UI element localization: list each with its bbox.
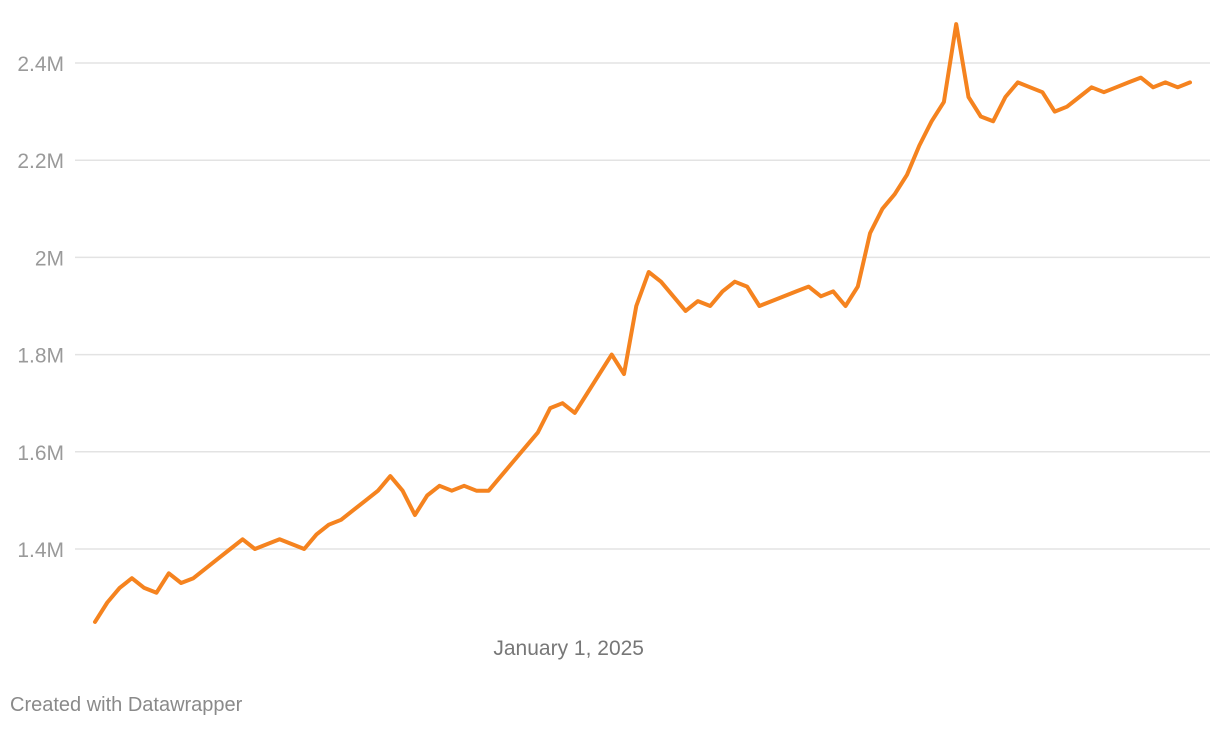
series-line: [93, 22, 1192, 624]
y-tick-label: 1.6M: [17, 442, 64, 465]
y-axis-tick-labels: 1.4M 1.6M 1.8M 2M 2.2M 2.4M: [17, 53, 64, 562]
y-tick-label: 2.2M: [17, 150, 64, 173]
x-tick-label: January 1, 2025: [493, 637, 644, 660]
y-tick-label: 1.8M: [17, 345, 64, 368]
y-tick-label: 1.4M: [17, 539, 64, 562]
y-tick-label: 2.4M: [17, 53, 64, 76]
gridlines: [75, 62, 1210, 550]
x-axis-tick-labels: January 1, 2025: [493, 637, 644, 660]
series-group: [93, 22, 1192, 624]
datawrapper-credit: Created with Datawrapper: [10, 694, 243, 716]
y-tick-label: 2M: [35, 247, 64, 270]
